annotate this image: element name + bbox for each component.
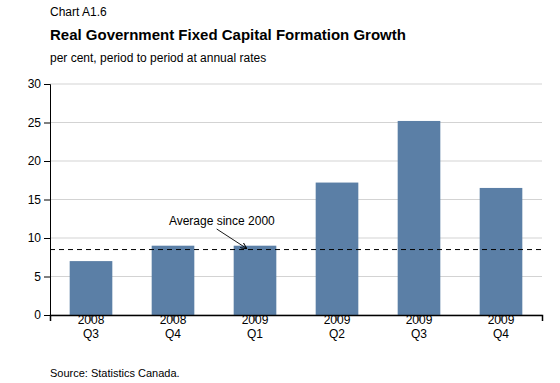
x-tick-label-line: 2008 — [78, 313, 105, 327]
x-tick-label: 2008Q3 — [78, 313, 105, 341]
x-axis-line — [51, 316, 543, 322]
y-tick-label: 0 — [34, 308, 41, 322]
y-tick: 15 — [28, 193, 50, 207]
y-tick: 10 — [28, 231, 50, 245]
y-tick-label: 30 — [28, 77, 42, 91]
plot-area: 0510152025302008Q32008Q42009Q12009Q22009… — [28, 77, 543, 341]
x-axis: 2008Q32008Q42009Q12009Q22009Q32009Q4 — [51, 313, 543, 341]
bar — [316, 183, 359, 315]
annotation: Average since 2000 — [169, 214, 275, 249]
bar — [152, 246, 195, 315]
x-tick-label-line: 2009 — [324, 313, 351, 327]
grid-line — [50, 161, 542, 162]
x-tick-label-line: Q3 — [83, 327, 99, 341]
y-tick-mark — [44, 161, 50, 162]
x-tick: 2008Q4 — [160, 313, 187, 341]
y-tick-label: 20 — [28, 154, 42, 168]
x-tick: 2009Q2 — [324, 313, 351, 341]
annotation-arrow — [217, 229, 247, 249]
x-tick-label-line: 2008 — [160, 313, 187, 327]
chart-container: Chart A1.6 Real Government Fixed Capital … — [0, 0, 560, 383]
grid-line — [50, 199, 542, 200]
y-tick: 0 — [34, 308, 50, 322]
x-tick-label: 2009Q4 — [488, 313, 515, 341]
x-tick-label-line: Q3 — [411, 327, 427, 341]
title: Real Government Fixed Capital Formation … — [50, 26, 406, 43]
y-axis: 0 5 10 15 20 25 30 — [28, 77, 51, 322]
x-tick-label-line: 2009 — [406, 313, 433, 327]
y-tick: 25 — [28, 116, 50, 130]
chart-label: Chart A1.6 — [50, 5, 107, 19]
grid-line — [50, 276, 542, 277]
grid-line — [50, 122, 542, 123]
x-tick-label-line: 2009 — [488, 313, 515, 327]
y-tick: 20 — [28, 154, 50, 168]
x-tick-label-line: 2009 — [242, 313, 269, 327]
annotation-label: Average since 2000 — [169, 214, 275, 228]
y-tick-mark — [44, 277, 50, 278]
average-line — [50, 249, 542, 250]
subtitle: per cent, period to period at annual rat… — [50, 51, 266, 65]
x-tick-label: 2009Q3 — [406, 313, 433, 341]
x-tick-label-line: Q2 — [329, 327, 345, 341]
y-tick: 5 — [34, 270, 50, 284]
y-tick-label: 25 — [28, 116, 42, 130]
y-axis-line — [44, 85, 51, 316]
y-tick-label: 10 — [28, 231, 42, 245]
x-tick: 2009Q3 — [406, 313, 433, 341]
x-tick-label: 2008Q4 — [160, 313, 187, 341]
x-tick-label-line: Q4 — [165, 327, 181, 341]
x-tick: 2008Q3 — [78, 313, 105, 341]
grid-line — [50, 238, 542, 239]
y-tick-mark — [44, 200, 50, 201]
bar — [70, 261, 113, 315]
y-tick-label: 15 — [28, 193, 42, 207]
chart-svg: Chart A1.6 Real Government Fixed Capital … — [0, 0, 560, 383]
y-tick-label: 5 — [34, 270, 41, 284]
y-tick: 30 — [28, 77, 50, 91]
bar — [398, 121, 441, 315]
y-tick-mark — [44, 238, 50, 239]
marks — [50, 121, 542, 315]
source: Source: Statistics Canada. — [50, 367, 180, 379]
bar — [480, 188, 523, 315]
x-tick-label: 2009Q2 — [324, 313, 351, 341]
y-tick-mark — [44, 315, 50, 316]
y-tick-mark — [44, 123, 50, 124]
grid-line — [50, 84, 542, 85]
y-tick-mark — [44, 84, 50, 85]
grid — [50, 84, 542, 315]
x-tick: 2009Q1 — [242, 313, 269, 341]
x-tick-label-line: Q1 — [247, 327, 263, 341]
x-tick-label-line: Q4 — [493, 327, 509, 341]
x-tick: 2009Q4 — [488, 313, 515, 341]
x-tick-label: 2009Q1 — [242, 313, 269, 341]
bar — [234, 246, 277, 315]
